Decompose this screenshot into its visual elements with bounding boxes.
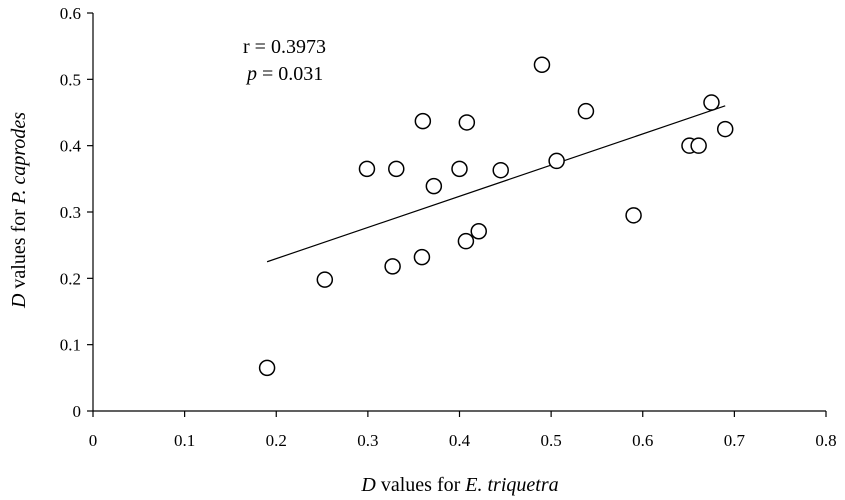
data-point: [258, 359, 276, 377]
x-tick-label: 0.3: [357, 431, 378, 450]
data-point: [458, 114, 476, 131]
data-point: [457, 232, 475, 250]
data-point: [533, 56, 551, 73]
data-point: [384, 258, 401, 275]
x-tick-label: 0.5: [541, 431, 562, 450]
x-tick-label: 0.2: [266, 431, 287, 450]
data-point: [492, 161, 509, 179]
data-point: [703, 94, 720, 111]
y-tick-label: 0.5: [60, 70, 81, 89]
y-axis-title-text: values for: [8, 204, 30, 293]
trendline-group: [266, 105, 726, 263]
data-point: [451, 160, 468, 178]
x-axis-title-text: values for: [376, 474, 465, 496]
data-point: [358, 160, 376, 178]
data-point: [470, 222, 487, 240]
x-axis-title-species: E. triquetra: [464, 474, 558, 496]
annotation-p-symbol: p: [245, 63, 257, 85]
y-tick-label: 0.1: [60, 336, 81, 355]
y-axis-title-symbol: D: [8, 293, 30, 309]
y-tick-label: 0.2: [60, 269, 81, 288]
y-axis-title-species: P. caprodes: [8, 112, 30, 205]
y-tick-label: 0.6: [60, 4, 81, 23]
axes: 0 0.1 0.2 0.3 0.4 0.5 0.6 0 0.1 0.2 0.3 0.4 0.5 0.6 0.…: [60, 4, 837, 450]
data-point: [425, 177, 443, 195]
data-points: [258, 56, 734, 377]
trend-line: [266, 105, 726, 263]
x-tick-label: 0.7: [724, 431, 746, 450]
data-point: [388, 160, 405, 178]
data-point: [548, 152, 565, 170]
data-point: [316, 271, 334, 288]
x-axis-title: D values for E. triquetra: [360, 474, 558, 496]
data-point: [625, 207, 642, 224]
x-tick-label: 0: [89, 431, 98, 450]
x-tick-label: 0.4: [449, 431, 471, 450]
data-point: [413, 248, 431, 266]
annotation-p: p = 0.031: [245, 63, 323, 85]
y-tick-label: 0.3: [60, 203, 81, 222]
x-tick-label: 0.6: [632, 431, 653, 450]
data-point: [414, 112, 432, 130]
annotation-p-value: = 0.031: [257, 63, 323, 85]
y-tick-label: 0.4: [60, 137, 82, 156]
x-axis-title-symbol: D: [360, 474, 376, 496]
x-tick-label: 0.8: [815, 431, 836, 450]
y-axis-title: D values for P. caprodes: [8, 112, 30, 309]
y-tick-label: 0: [73, 402, 82, 421]
data-point: [716, 120, 734, 138]
annotation-r: r = 0.3973: [243, 36, 326, 58]
data-point: [577, 102, 595, 120]
x-tick-label: 0.1: [174, 431, 195, 450]
data-point: [690, 137, 707, 154]
